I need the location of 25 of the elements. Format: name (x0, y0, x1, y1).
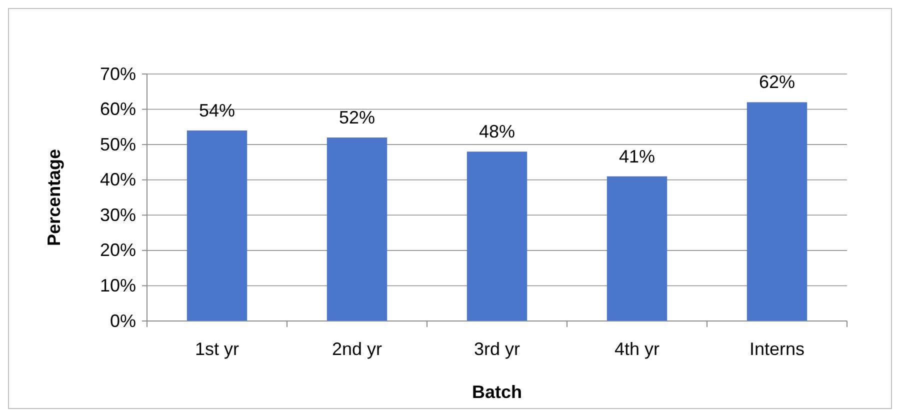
y-tick-label: 70% (100, 64, 136, 84)
y-tick-label: 20% (100, 240, 136, 260)
y-tick-label: 0% (110, 310, 136, 331)
bar (466, 152, 528, 321)
bar (326, 138, 388, 321)
data-label: 41% (618, 146, 656, 166)
x-tick-label: 1st yr (194, 339, 240, 359)
y-tick-label: 10% (100, 275, 136, 296)
y-tick-label: 30% (100, 204, 136, 225)
x-axis-title: Batch (472, 382, 522, 402)
x-tick-label: 3rd yr (474, 339, 520, 359)
y-tick-label: 60% (100, 99, 136, 120)
data-label: 54% (198, 100, 236, 120)
bar (186, 130, 248, 321)
y-axis-title: Percentage (44, 148, 64, 246)
x-tick-label: 4th yr (614, 339, 660, 359)
x-tick-label: Interns (749, 339, 805, 359)
bar (606, 176, 668, 321)
data-label: 62% (758, 72, 796, 92)
bar (746, 102, 808, 321)
y-tick-label: 40% (100, 170, 136, 190)
data-label: 48% (478, 122, 516, 142)
data-label: 52% (338, 108, 376, 128)
y-tick-label: 50% (100, 134, 136, 154)
x-tick-label: 2nd yr (332, 339, 382, 359)
